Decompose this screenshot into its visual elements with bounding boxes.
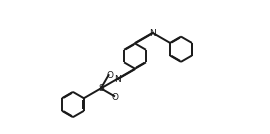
Text: N: N <box>114 75 120 84</box>
Text: O: O <box>112 93 119 102</box>
Text: N: N <box>150 29 156 38</box>
Text: O: O <box>106 71 113 80</box>
Text: S: S <box>98 84 104 93</box>
